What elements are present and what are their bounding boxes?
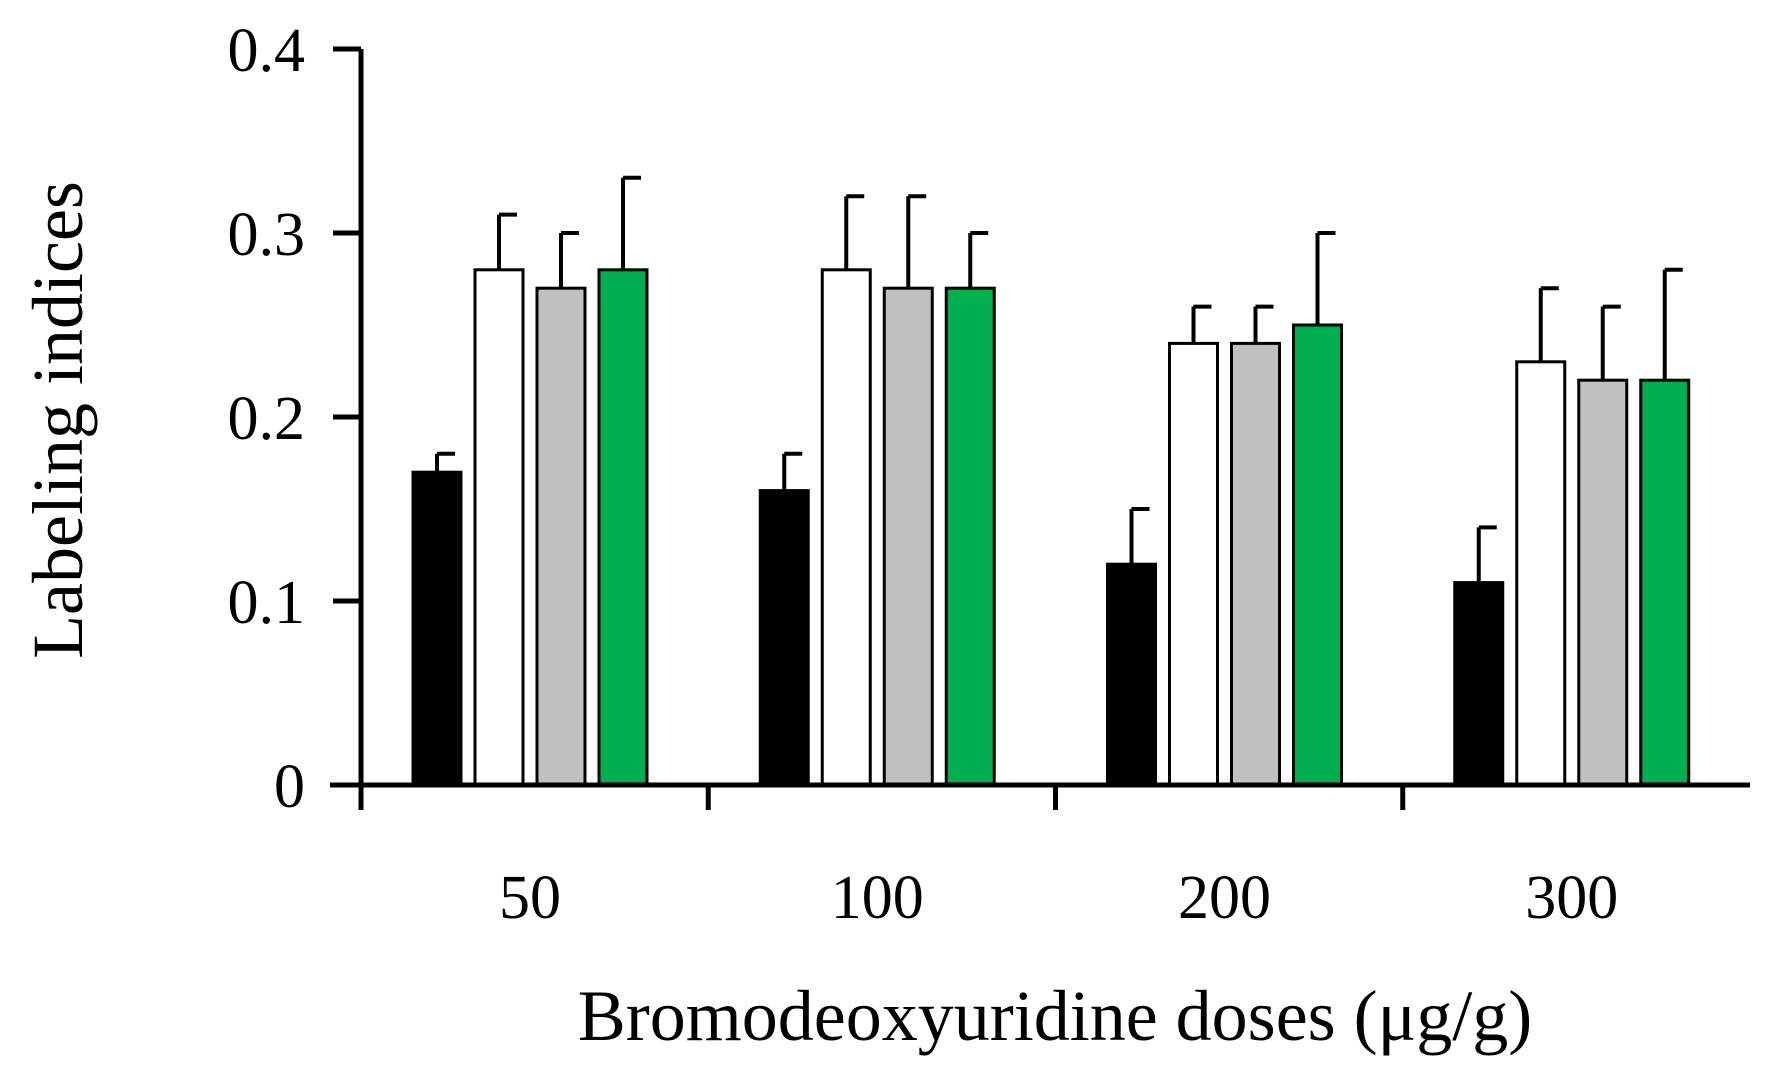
bar [1106, 562, 1157, 787]
x-category-label: 200 [1178, 864, 1271, 932]
x-category-label: 100 [831, 864, 924, 932]
bar [1639, 378, 1691, 787]
bar [1168, 341, 1219, 787]
labels-layer: 0 0.1 0.2 0.3 0.4 50 100 200 300 [228, 17, 1619, 932]
bar [597, 268, 649, 787]
y-axis-title: Labeling indices [18, 181, 98, 659]
bar [820, 268, 872, 787]
bar [1515, 360, 1567, 787]
bar [944, 286, 996, 787]
bar [535, 286, 587, 787]
y-tick-label: 0.3 [228, 201, 306, 269]
y-tick-label: 0.2 [228, 385, 306, 453]
bar [473, 268, 525, 787]
x-category-label: 50 [499, 864, 561, 932]
bar [1577, 378, 1629, 787]
bar [758, 489, 810, 787]
x-category-label: 300 [1525, 864, 1618, 932]
bar [1292, 323, 1343, 787]
y-tick-label: 0.4 [228, 17, 306, 85]
error-bars-layer [435, 175, 1683, 583]
bar [882, 286, 934, 787]
y-tick-label: 0.1 [228, 569, 306, 637]
x-axis-title: Bromodeoxyuridine doses (μg/g) [578, 976, 1532, 1056]
bar [1453, 581, 1505, 787]
bar [411, 470, 463, 787]
y-tick-label: 0 [274, 753, 305, 821]
axes-layer [330, 46, 1750, 810]
bars-layer [411, 268, 1691, 787]
bar [1230, 341, 1281, 787]
